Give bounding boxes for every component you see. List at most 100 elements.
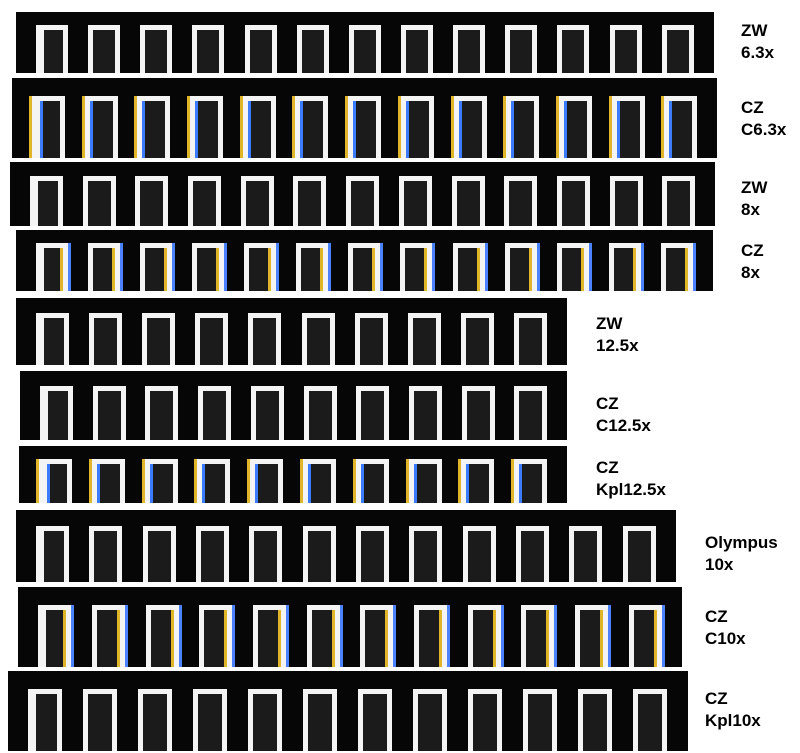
target-bar <box>296 243 328 291</box>
target-bar <box>297 25 329 73</box>
target-bar <box>461 313 494 365</box>
target-bar <box>28 689 62 751</box>
test-pattern-strip <box>20 371 567 440</box>
target-bar <box>454 96 487 158</box>
target-bar <box>559 96 592 158</box>
target-bar <box>609 243 641 291</box>
target-bar <box>293 176 326 226</box>
target-bar <box>197 459 230 503</box>
target-bar <box>569 526 602 582</box>
target-bar <box>303 526 336 582</box>
test-pattern-strip <box>18 587 682 667</box>
target-bar <box>88 243 120 291</box>
target-bar <box>36 526 69 582</box>
target-bar <box>92 459 125 503</box>
target-bar <box>138 689 172 751</box>
target-bar <box>356 459 389 503</box>
target-bar <box>612 96 645 158</box>
target-bar <box>629 605 662 667</box>
target-bar <box>32 96 65 158</box>
target-bar <box>514 313 547 365</box>
eyepiece-model: C6.3x <box>741 120 787 139</box>
eyepiece-maker: CZ <box>705 607 728 626</box>
target-bar <box>188 176 221 226</box>
target-bar <box>400 243 432 291</box>
target-bar <box>623 526 656 582</box>
target-bar <box>250 459 283 503</box>
target-bar <box>145 459 178 503</box>
target-bar <box>358 689 392 751</box>
target-bar <box>244 243 276 291</box>
target-bar <box>302 313 335 365</box>
target-bar <box>506 96 539 158</box>
target-bar <box>307 605 340 667</box>
eyepiece-model: 6.3x <box>741 43 775 62</box>
target-bar <box>463 526 496 582</box>
target-bar <box>356 526 389 582</box>
eyepiece-maker: CZ <box>741 241 764 260</box>
target-bar <box>89 313 122 365</box>
target-bar <box>39 459 72 503</box>
target-bar <box>88 25 120 73</box>
target-bar <box>633 689 667 751</box>
target-bar <box>142 313 175 365</box>
target-bar <box>355 313 388 365</box>
target-bar <box>401 25 433 73</box>
target-bar <box>399 176 432 226</box>
target-bar <box>413 689 447 751</box>
target-bar <box>408 313 441 365</box>
target-bar <box>468 605 501 667</box>
target-bar <box>295 96 328 158</box>
target-bar <box>516 526 549 582</box>
target-bar <box>453 25 485 73</box>
target-bar <box>135 176 168 226</box>
strip-label: Olympus 10x <box>705 532 778 576</box>
target-bar <box>303 459 336 503</box>
strip-label: CZ C12.5x <box>596 393 651 437</box>
test-pattern-strip <box>8 671 688 751</box>
eyepiece-maker: ZW <box>741 21 768 40</box>
target-bar <box>190 96 223 158</box>
strip-label: CZ C10x <box>705 606 746 650</box>
target-bar <box>36 243 68 291</box>
eyepiece-model: Kpl10x <box>705 711 761 730</box>
eyepiece-maker: CZ <box>705 689 728 708</box>
target-bar <box>251 386 284 440</box>
strip-label: ZW 12.5x <box>596 313 639 357</box>
target-bar <box>198 386 231 440</box>
target-bar <box>557 25 589 73</box>
target-bar <box>557 243 589 291</box>
eyepiece-maker: ZW <box>741 178 768 197</box>
target-bar <box>193 689 227 751</box>
target-bar <box>523 689 557 751</box>
target-bar <box>360 605 393 667</box>
target-bar <box>349 25 381 73</box>
target-bar <box>409 386 442 440</box>
target-bar <box>243 96 276 158</box>
target-bar <box>462 386 495 440</box>
target-bar <box>83 176 116 226</box>
test-pattern-strip <box>10 162 715 226</box>
eyepiece-maker: CZ <box>741 98 764 117</box>
eyepiece-maker: ZW <box>596 314 623 333</box>
target-bar <box>662 176 695 226</box>
target-bar <box>40 386 73 440</box>
target-bar <box>304 386 337 440</box>
eyepiece-model: C12.5x <box>596 416 651 435</box>
test-pattern-strip <box>19 446 567 503</box>
eyepiece-model: Kpl12.5x <box>596 480 666 499</box>
target-bar <box>137 96 170 158</box>
target-bar <box>143 526 176 582</box>
target-bar <box>610 176 643 226</box>
eyepiece-maker: Olympus <box>705 533 778 552</box>
eyepiece-model: C10x <box>705 629 746 648</box>
target-bar <box>192 243 224 291</box>
target-bar <box>409 526 442 582</box>
strip-label: ZW 8x <box>741 177 767 221</box>
test-pattern-strip <box>16 230 713 291</box>
target-bar <box>514 386 547 440</box>
target-bar <box>468 689 502 751</box>
eyepiece-model: 8x <box>741 200 760 219</box>
target-bar <box>575 605 608 667</box>
target-bar <box>93 386 126 440</box>
